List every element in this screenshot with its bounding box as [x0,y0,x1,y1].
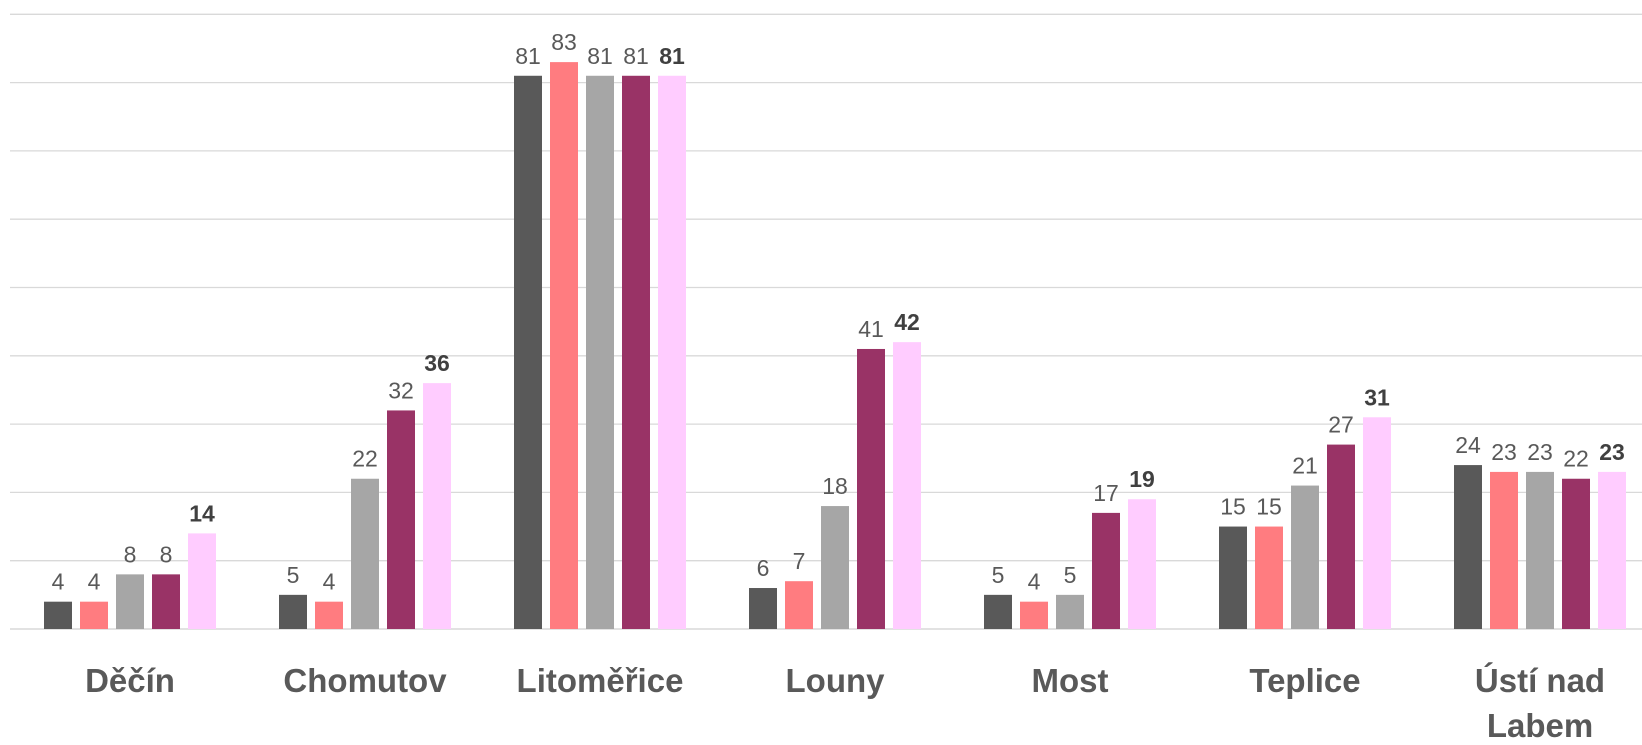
data-label: 27 [1328,412,1354,438]
data-label: 21 [1292,453,1318,479]
bar [1056,594,1084,629]
category-labels: Děčín Chomutov Litoměřice Louny Most Teplice Ú… [85,662,1605,744]
data-label: 5 [992,562,1005,588]
data-label: 5 [1064,562,1077,588]
bar [893,342,921,629]
data-label: 32 [388,377,414,403]
data-label: 17 [1093,480,1119,506]
bar [984,594,1012,629]
category-label: Ústí nad [1475,662,1605,699]
data-label: 4 [323,569,336,595]
data-label: 4 [88,569,101,595]
data-label: 22 [1563,446,1589,472]
data-label: 4 [52,569,65,595]
category-label: Teplice [1249,662,1360,699]
bar [550,62,578,630]
bar [1363,417,1391,629]
data-label: 81 [587,43,613,69]
data-label: 8 [160,541,173,567]
category-label: Labem [1487,707,1593,744]
bar [785,581,813,629]
data-label: 81 [659,43,685,69]
data-label: 22 [352,446,378,472]
bar [423,383,451,629]
bar [152,574,180,629]
bar [622,75,650,629]
data-label: 14 [189,500,215,526]
data-label: 6 [757,555,770,581]
category-label: Chomutov [283,662,447,699]
bar [586,75,614,629]
data-label: 23 [1599,439,1625,465]
bar [44,601,72,629]
bar [1020,601,1048,629]
data-label: 15 [1256,494,1282,520]
bar [1092,512,1120,629]
bar [749,588,777,629]
data-label: 23 [1491,439,1517,465]
category-label: Most [1032,662,1109,699]
bar [315,601,343,629]
data-label: 81 [515,43,541,69]
data-label: 7 [793,548,806,574]
data-label: 8 [124,541,137,567]
data-label: 4 [1028,569,1041,595]
bar [1255,526,1283,629]
category-label: Litoměřice [517,662,684,699]
bar [1490,471,1518,629]
bar [1562,478,1590,629]
bar [351,478,379,629]
bar [1291,485,1319,629]
data-label: 18 [822,473,848,499]
data-label: 15 [1220,494,1246,520]
bar [658,75,686,629]
data-label: 42 [894,309,920,335]
bar [1219,526,1247,629]
data-label: 24 [1455,432,1481,458]
bar [116,574,144,629]
bar [1128,499,1156,629]
bar [188,533,216,629]
bar [1454,465,1482,629]
data-label: 81 [623,43,649,69]
bar [821,506,849,629]
bar [1526,471,1554,629]
data-label: 5 [287,562,300,588]
data-label: 23 [1527,439,1553,465]
bar [857,348,885,629]
bar [1327,444,1355,629]
data-label: 19 [1129,466,1155,492]
bar [514,75,542,629]
data-label: 31 [1364,384,1390,410]
data-label: 36 [424,350,450,376]
bar [387,410,415,629]
data-label: 83 [551,29,577,55]
category-label: Louny [786,662,886,699]
bar [1598,471,1626,629]
bar [279,594,307,629]
bar [80,601,108,629]
data-label: 41 [858,316,884,342]
bars [44,62,1626,630]
category-label: Děčín [85,662,175,699]
